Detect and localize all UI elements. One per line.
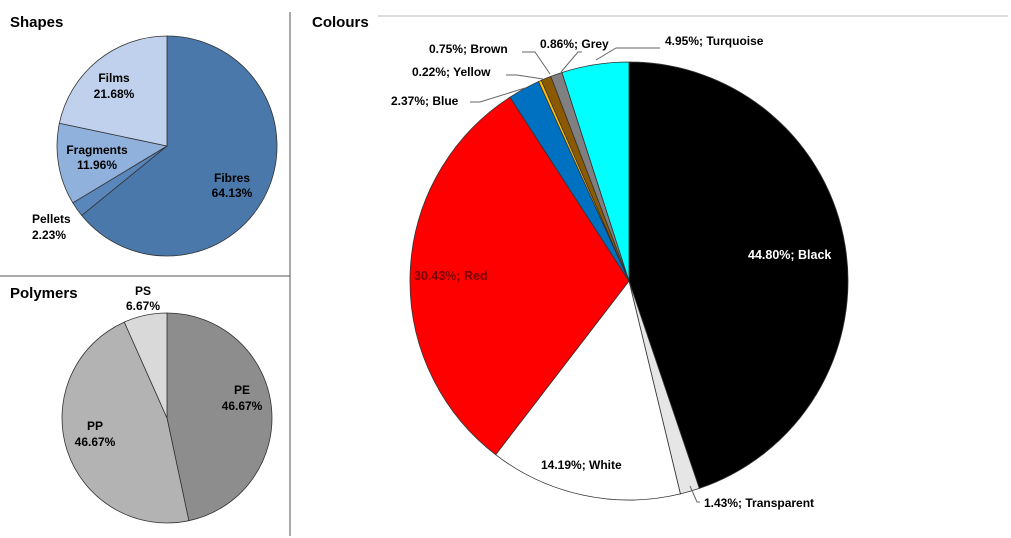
label-blue: 2.37%; Blue [391, 94, 459, 108]
label-black: 44.80%; Black [748, 248, 831, 262]
label-fibres-value: 64.13% [212, 186, 253, 200]
label-ps-name: PS [135, 284, 151, 298]
label-pe-value: 46.67% [222, 399, 263, 413]
label-films-name: Films [98, 71, 130, 85]
label-red: 30.43%; Red [414, 269, 488, 283]
polymers-pie [61, 312, 273, 524]
polymers-slice-pe [166, 312, 273, 522]
label-white: 14.19%; White [541, 458, 622, 472]
colours-labels: 4.95%; Turquoise 0.86%; Grey 0.75%; Brow… [391, 34, 831, 510]
polymers-slice-ps [123, 312, 168, 419]
label-grey: 0.86%; Grey [540, 37, 609, 51]
label-pellets-name: Pellets [32, 212, 71, 226]
label-fragments-name: Fragments [66, 143, 128, 157]
colours-slice-white [495, 280, 681, 501]
shapes-pie [56, 35, 278, 257]
label-yellow: 0.22%; Yellow [412, 65, 491, 79]
colours-pie [409, 61, 849, 501]
colours-slice-red [409, 96, 630, 456]
label-brown: 0.75%; Brown [429, 42, 508, 56]
label-pe-name: PE [234, 383, 250, 397]
leader-turquoise [595, 47, 660, 61]
label-ps-value: 6.67% [126, 299, 160, 313]
leader-grey [560, 51, 582, 73]
polymers-labels: PS 6.67% PE 46.67% PP 46.67% [75, 284, 263, 449]
colours-slice-black [628, 61, 849, 489]
shapes-labels: Films 21.68% Fragments 11.96% Fibres 64.… [32, 71, 253, 242]
label-pp-name: PP [87, 419, 103, 433]
colours-title: Colours [312, 14, 369, 31]
label-films-value: 21.68% [94, 87, 135, 101]
polymers-slice-pp [61, 321, 190, 524]
shapes-slice-films [58, 35, 168, 147]
label-pellets-value: 2.23% [32, 228, 66, 242]
leader-transparent [689, 485, 700, 503]
label-turquoise: 4.95%; Turquoise [665, 34, 764, 48]
colours-leader-lines [470, 47, 700, 503]
leader-blue [470, 87, 526, 103]
colours-slice-turquoise [561, 61, 630, 282]
leader-brown [522, 51, 551, 75]
polymers-title: Polymers [10, 285, 78, 302]
leader-yellow [506, 74, 544, 80]
label-pp-value: 46.67% [75, 435, 116, 449]
shapes-title: Shapes [10, 14, 63, 31]
label-fibres-name: Fibres [214, 171, 250, 185]
shapes-slice-fibres [81, 35, 278, 257]
label-fragments-value: 11.96% [77, 158, 117, 172]
shapes-slice-fragments [56, 122, 169, 204]
label-transparent: 1.43%; Transparent [704, 496, 814, 510]
